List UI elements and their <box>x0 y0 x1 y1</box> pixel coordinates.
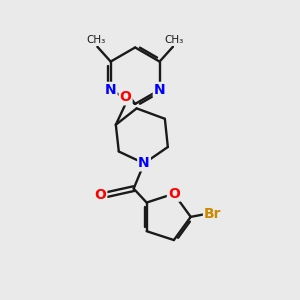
Text: Br: Br <box>204 208 221 221</box>
Text: O: O <box>120 90 132 104</box>
Text: CH₃: CH₃ <box>165 35 184 45</box>
Text: N: N <box>154 83 165 97</box>
Text: O: O <box>94 188 106 202</box>
Text: N: N <box>138 156 150 170</box>
Text: O: O <box>168 187 180 201</box>
Text: CH₃: CH₃ <box>86 35 105 45</box>
Text: N: N <box>105 83 116 97</box>
